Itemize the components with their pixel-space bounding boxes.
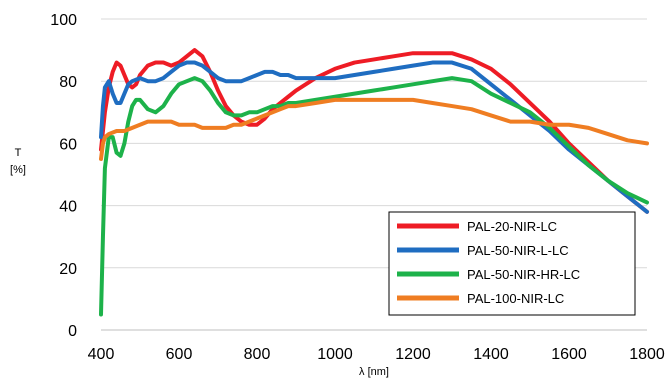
y-tick-label: 0: [68, 323, 77, 340]
y-axis-label-line-2: [%]: [10, 164, 26, 176]
y-tick-label: 60: [59, 136, 77, 153]
x-tick-label: 600: [166, 346, 193, 363]
series-line-pal-100-nir-lc: [99, 97, 649, 161]
legend-label: PAL-20-NIR-LC: [467, 219, 557, 234]
series-lines: [99, 48, 649, 317]
x-tick-label: 1000: [317, 346, 353, 363]
y-tick-label: 20: [59, 261, 77, 278]
x-tick-label: 1600: [551, 346, 587, 363]
x-tick-label: 1200: [395, 346, 431, 363]
x-tick-label: 800: [244, 346, 271, 363]
y-tick-label: 100: [50, 12, 77, 29]
axes: 0 20 40 60 80 100 400 600 800 1000 1200 1400 1600 180…: [50, 12, 665, 363]
x-tick-label: 400: [88, 346, 115, 363]
y-tick-label: 40: [59, 199, 77, 216]
x-tick-label: 1400: [473, 346, 509, 363]
legend: PAL-20-NIR-LC PAL-50-NIR-L-LC PAL-50-NIR-H…: [388, 211, 636, 316]
series-line-pal-20-nir-lc: [99, 48, 649, 214]
y-tick-label: 80: [59, 74, 77, 91]
x-tick-label: 1800: [629, 346, 665, 363]
series-line-pal-50-nir-l-lc: [99, 60, 649, 214]
x-axis-label: λ [nm]: [359, 366, 389, 378]
legend-label: PAL-50-NIR-HR-LC: [467, 267, 580, 282]
legend-label: PAL-50-NIR-L-LC: [467, 243, 569, 258]
y-axis-label-line-1: T: [15, 147, 22, 159]
series-line-pal-50-nir-hr-lc: [99, 76, 649, 317]
legend-label: PAL-100-NIR-LC: [467, 291, 564, 306]
